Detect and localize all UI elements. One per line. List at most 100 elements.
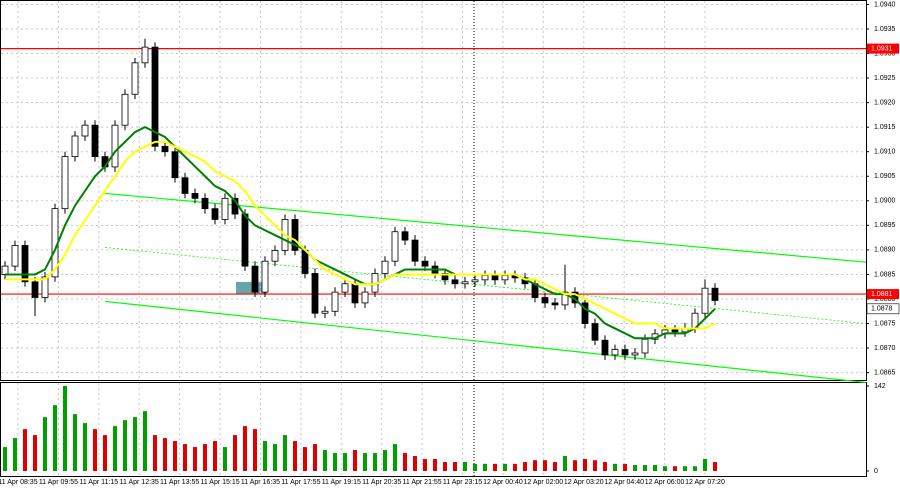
- candle-body: [481, 275, 489, 281]
- x-tick-label: 12 Apr 06:00: [645, 479, 685, 486]
- candle-body: [181, 177, 189, 194]
- volume-bar: [253, 429, 257, 471]
- y-tick-label: 1.0880: [874, 296, 896, 303]
- candle-body: [391, 231, 399, 262]
- volume-bar: [263, 441, 267, 471]
- candle-body: [701, 287, 709, 314]
- candle-body: [221, 197, 229, 220]
- candle-body: [401, 231, 409, 241]
- y-tick-label: 1.0915: [874, 124, 896, 131]
- y-tick-label: 1.0900: [874, 198, 896, 205]
- x-tick-label: 12 Apr 07:20: [685, 479, 725, 486]
- candle-body: [611, 349, 619, 356]
- last-price-label: 1.0878: [871, 306, 893, 313]
- volume-bar: [373, 453, 377, 471]
- candle-body: [1, 265, 9, 275]
- volume-bar: [193, 447, 197, 471]
- volume-bar: [153, 435, 157, 471]
- volume-bar: [593, 460, 597, 471]
- candle-body: [671, 329, 679, 333]
- candle-body: [111, 124, 119, 168]
- volume-bar: [443, 462, 447, 471]
- x-tick-label: 11 Apr 09:55: [39, 479, 78, 486]
- volume-bar: [483, 463, 487, 471]
- candle-body: [291, 219, 299, 251]
- highlight-zone: [236, 282, 267, 294]
- volume-bar: [323, 450, 327, 471]
- volume-bar: [643, 465, 647, 471]
- y-tick-label: 1.0875: [874, 320, 896, 327]
- volume-pane: [0, 382, 867, 477]
- volume-bar: [53, 405, 57, 471]
- candle-body: [711, 287, 719, 301]
- volume-bar: [173, 441, 177, 471]
- x-tick-label: 12 Apr 04:40: [604, 479, 644, 486]
- volume-bar: [473, 463, 477, 471]
- candle-body: [161, 145, 169, 153]
- candle-body: [121, 93, 129, 126]
- volume-bar: [543, 460, 547, 471]
- volume-bar: [493, 463, 497, 471]
- channel-line: [104, 300, 867, 384]
- volume-bar: [653, 465, 657, 471]
- volume-bar: [353, 450, 357, 471]
- price-pane: [0, 0, 867, 381]
- volume-bar: [673, 466, 677, 471]
- x-tick-label: 11 Apr 12:35: [120, 479, 159, 486]
- candle-body: [81, 124, 89, 137]
- volume-bar: [383, 450, 387, 471]
- candle-body: [561, 291, 569, 306]
- x-tick-label: 12 Apr 03:20: [564, 479, 604, 486]
- volume-bar: [523, 462, 527, 471]
- candle-body: [301, 249, 309, 274]
- candle-body: [241, 213, 249, 267]
- candle-body: [61, 156, 69, 210]
- candle-body: [601, 339, 609, 356]
- candle-body: [21, 245, 29, 283]
- volume-bar: [413, 456, 417, 471]
- volume-bar: [73, 414, 77, 471]
- candle-body: [31, 281, 39, 298]
- candle-body: [581, 302, 589, 324]
- x-tick-label: 11 Apr 15:15: [200, 479, 239, 486]
- x-tick-label: 11 Apr 23:15: [443, 479, 482, 486]
- x-tick-label: 11 Apr 11:15: [79, 479, 118, 486]
- volume-bar: [503, 463, 507, 471]
- x-tick-label: 11 Apr 08:35: [0, 479, 38, 486]
- volume-bar: [203, 444, 207, 471]
- volume-bar: [33, 435, 37, 471]
- volume-bar: [23, 429, 27, 471]
- volume-bar: [223, 447, 227, 471]
- volume-bar: [283, 435, 287, 471]
- moving-average: [5, 126, 716, 340]
- volume-bar: [103, 435, 107, 471]
- y-tick-label: 1.0870: [874, 345, 896, 352]
- x-tick-label: 12 Apr 02:00: [524, 479, 564, 486]
- volume-bar: [63, 386, 67, 471]
- candle-body: [381, 260, 389, 274]
- y-tick-label: 1.0925: [874, 75, 896, 82]
- candle-body: [71, 135, 79, 158]
- candle-body: [191, 193, 199, 199]
- volume-bar: [513, 463, 517, 471]
- y-tick-label: 1.0905: [874, 173, 896, 180]
- candle-body: [131, 62, 139, 95]
- volume-bar: [13, 438, 17, 471]
- volume-bar: [573, 460, 577, 471]
- volume-bar: [273, 444, 277, 471]
- volume-bar: [183, 444, 187, 471]
- candle-body: [311, 273, 319, 314]
- candle-body: [201, 197, 209, 210]
- volume-bar: [293, 441, 297, 471]
- x-tick-label: 11 Apr 20:35: [362, 479, 401, 486]
- candle-body: [641, 338, 649, 354]
- x-tick-label: 12 Apr 00:40: [483, 479, 523, 486]
- volume-bar: [453, 462, 457, 471]
- volume-bar: [463, 462, 467, 471]
- volume-bar: [303, 447, 307, 471]
- volume-bar: [713, 462, 717, 471]
- candle-body: [141, 46, 149, 64]
- volume-bar: [603, 462, 607, 471]
